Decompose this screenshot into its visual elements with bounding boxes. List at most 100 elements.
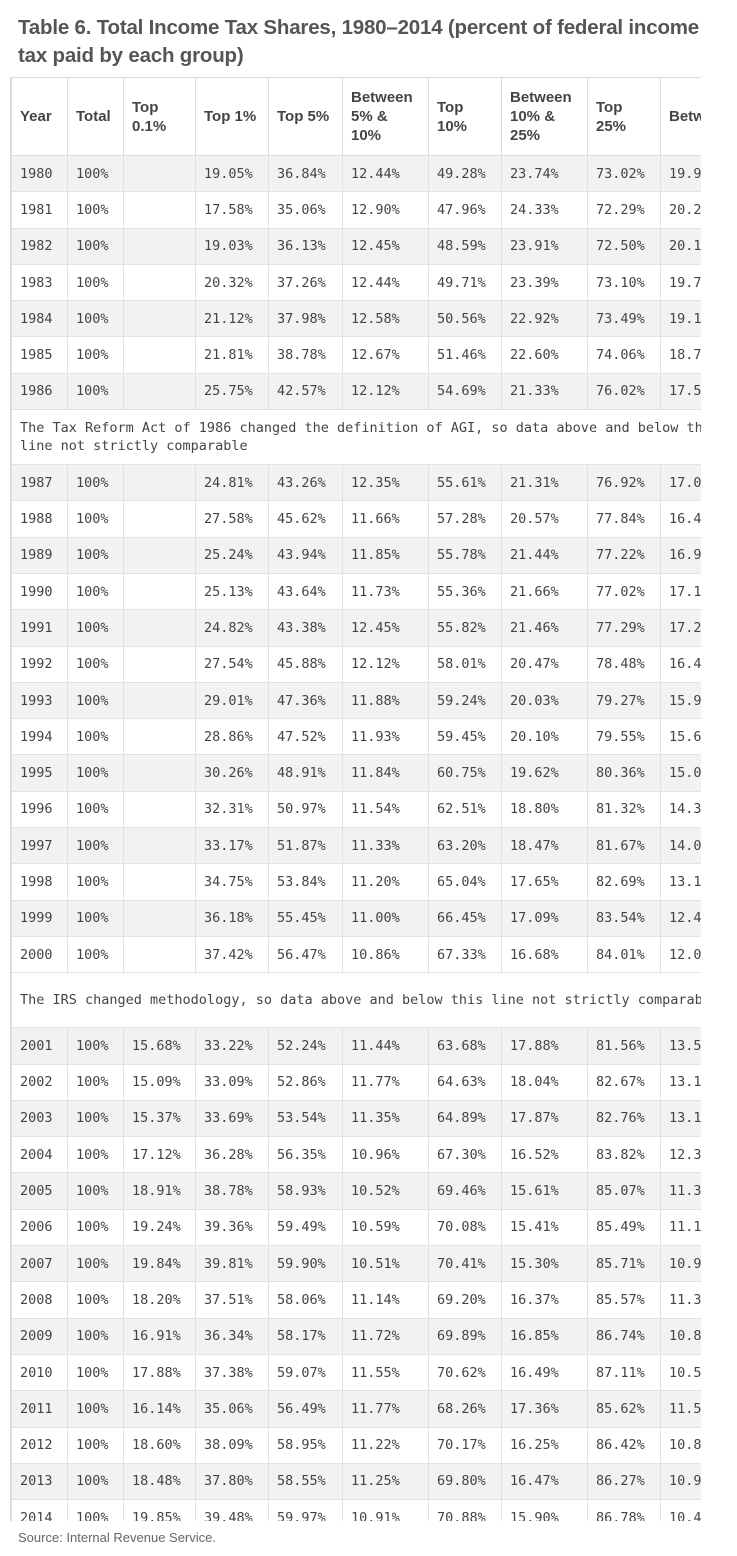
table-cell: 16.49% — [501, 1353, 588, 1392]
table-cell: 12.38% — [660, 1136, 701, 1174]
table-cell: 11.33% — [342, 827, 429, 865]
table-cell: 35.06% — [268, 191, 343, 229]
table-cell: 11.14% — [342, 1281, 429, 1319]
table-cell: 10.91% — [342, 1499, 429, 1521]
table-cell — [123, 681, 196, 720]
table-cell: 2009 — [11, 1317, 68, 1355]
table-cell: 100% — [67, 464, 124, 502]
tax-shares-table: Year Total Top 0.1% Top 1% Top 5% Betwee… — [11, 77, 701, 1521]
table-cell: 86.42% — [587, 1426, 661, 1464]
table-cell: 33.69% — [195, 1099, 269, 1138]
table-cell: 19.24% — [123, 1208, 196, 1247]
table-cell: 11.35% — [342, 1099, 429, 1138]
column-header-between-25-50: Between 25% & 50% — [660, 77, 701, 156]
table-cell: 19.03% — [195, 227, 269, 265]
table-cell: 100% — [67, 263, 124, 302]
table-cell: 100% — [67, 1136, 124, 1174]
table-cell: 62.51% — [428, 790, 502, 829]
table-cell: 43.94% — [268, 536, 343, 574]
table-cell: 100% — [67, 609, 124, 647]
table-cell: 11.54% — [342, 790, 429, 829]
table-cell — [123, 336, 196, 374]
table-row: 1990 100% 25.13% 43.64% 11.73% 55.36% 21.66% 77… — [11, 572, 701, 611]
table-cell: 18.77% — [660, 336, 701, 374]
table-row: 1999 100% 36.18% 55.45% 11.00% 66.45% 17.09% 83… — [11, 899, 701, 937]
table-cell: 11.10% — [660, 1208, 701, 1247]
table-cell: 21.66% — [501, 572, 588, 611]
table-cell: 64.89% — [428, 1099, 502, 1138]
table-cell: 100% — [67, 1317, 124, 1355]
table-cell: 23.74% — [501, 154, 588, 193]
table-row: 1985 100% 21.81% 38.78% 12.67% 51.46% 22.60% 74… — [11, 336, 701, 374]
table-cell: 100% — [67, 1426, 124, 1464]
table-cell: 1993 — [11, 681, 68, 720]
table-cell: 19.05% — [195, 154, 269, 193]
table-cell: 11.25% — [342, 1462, 429, 1501]
table-cell: 21.81% — [195, 336, 269, 374]
table-cell: 19.99% — [660, 154, 701, 193]
table-row: 1989 100% 25.24% 43.94% 11.85% 55.78% 21.44% 77… — [11, 536, 701, 574]
table-cell: 20.32% — [195, 263, 269, 302]
table-cell: 1988 — [11, 500, 68, 538]
table-cell: 17.01% — [660, 464, 701, 502]
table-cell: 100% — [67, 1390, 124, 1428]
table-cell: 77.84% — [587, 500, 661, 538]
table-cell: 2004 — [11, 1136, 68, 1174]
table-cell: 11.93% — [342, 718, 429, 756]
table-cell: 72.29% — [587, 191, 661, 229]
table-cell: 12.58% — [342, 300, 429, 338]
table-cell: 12.44% — [342, 154, 429, 193]
table-cell: 2011 — [11, 1390, 68, 1428]
table-cell: 39.48% — [195, 1499, 269, 1521]
table-cell: 37.26% — [268, 263, 343, 302]
table-cell: 58.06% — [268, 1281, 343, 1319]
table-cell — [123, 935, 196, 974]
table-cell: 50.56% — [428, 300, 502, 338]
table-cell — [123, 263, 196, 302]
table-row: 2012 100% 18.60% 38.09% 58.95% 11.22% 70.17% 16… — [11, 1426, 701, 1464]
table-cell: 70.41% — [428, 1245, 502, 1283]
table-cell: 100% — [67, 1063, 124, 1101]
table-row: 1987 100% 24.81% 43.26% 12.35% 55.61% 21.31% 76… — [11, 464, 701, 502]
table-cell: 18.91% — [123, 1172, 196, 1210]
table-cell: 43.64% — [268, 572, 343, 611]
table-cell: 12.90% — [342, 191, 429, 229]
table-cell: 2002 — [11, 1063, 68, 1101]
table-cell: 100% — [67, 1099, 124, 1138]
table-cell: 70.88% — [428, 1499, 502, 1521]
table-cell: 100% — [67, 1208, 124, 1247]
table-note-row: The Tax Reform Act of 1986 changed the d… — [11, 409, 701, 466]
table-cell: 70.17% — [428, 1426, 502, 1464]
table-cell — [123, 372, 196, 411]
table-cell: 33.17% — [195, 827, 269, 865]
table-cell: 72.50% — [587, 227, 661, 265]
table-cell: 24.33% — [501, 191, 588, 229]
table-cell — [123, 191, 196, 229]
table-cell: 11.20% — [342, 863, 429, 901]
table-cell — [123, 500, 196, 538]
table-cell: 2014 — [11, 1499, 68, 1521]
table-cell: 15.09% — [123, 1063, 196, 1101]
table-cell: 39.81% — [195, 1245, 269, 1283]
table-scroll-area[interactable]: Year Total Top 0.1% Top 1% Top 5% Betwee… — [10, 77, 701, 1521]
table-cell: 63.68% — [428, 1027, 502, 1065]
table-note-cell: The Tax Reform Act of 1986 changed the d… — [11, 409, 701, 466]
table-cell: 12.67% — [342, 336, 429, 374]
table-cell: 47.96% — [428, 191, 502, 229]
table-cell: 58.93% — [268, 1172, 343, 1210]
table-cell: 56.49% — [268, 1390, 343, 1428]
table-cell: 1992 — [11, 645, 68, 683]
table-cell: 13.54% — [660, 1027, 701, 1065]
table-cell: 1999 — [11, 899, 68, 937]
table-cell: 12.12% — [342, 645, 429, 683]
table-cell: 1985 — [11, 336, 68, 374]
table-row: 1992 100% 27.54% 45.88% 12.12% 58.01% 20.47% 78… — [11, 645, 701, 683]
table-cell: 17.52% — [660, 372, 701, 411]
table-title: Table 6. Total Income Tax Shares, 1980–2… — [18, 16, 699, 67]
table-row: 2001 100% 15.68% 33.22% 52.24% 11.44% 63.68% 17… — [11, 1027, 701, 1065]
table-cell: 1995 — [11, 754, 68, 792]
table-cell: 17.65% — [501, 863, 588, 901]
table-cell: 73.02% — [587, 154, 661, 193]
table-cell: 36.18% — [195, 899, 269, 937]
table-cell: 21.12% — [195, 300, 269, 338]
